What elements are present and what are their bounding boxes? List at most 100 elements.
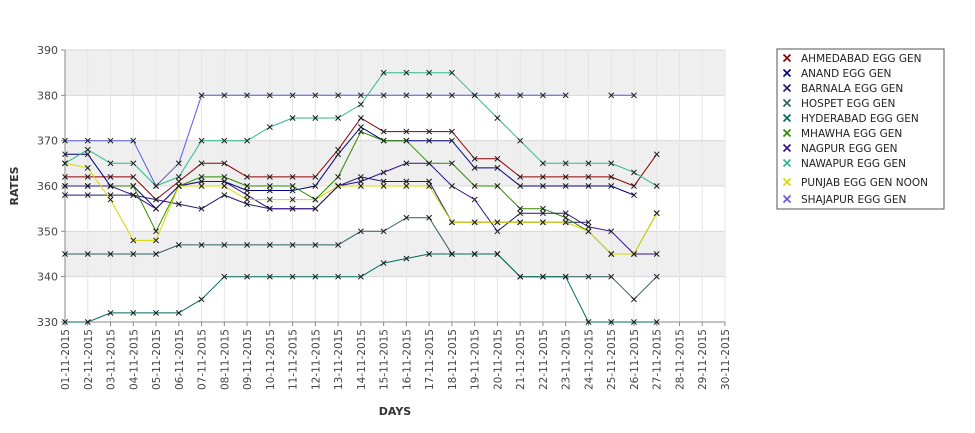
data-point (494, 228, 501, 235)
data-point (244, 173, 251, 180)
data-point (335, 115, 342, 121)
legend-label: NAGPUR EGG GEN (801, 143, 898, 155)
data-point (585, 160, 592, 167)
data-point (335, 183, 342, 189)
axes: 330 340 350 360 370 380 390 01-11-2015 02-11-201… (37, 44, 732, 390)
data-point (62, 160, 68, 167)
legend-label: ANAND EGG GEN (801, 68, 891, 80)
data-point (380, 169, 387, 176)
data-point (130, 251, 137, 257)
data-point (175, 183, 182, 189)
data-point (198, 137, 205, 144)
x-tick-label: 01-11-2015 (60, 329, 72, 390)
data-point (312, 115, 319, 121)
data-point (585, 219, 592, 226)
data-point (494, 115, 501, 121)
x-tick-label: 22-11-2015 (538, 329, 550, 390)
x-axis-label: DAYS (379, 405, 412, 418)
data-point (130, 192, 137, 199)
series-layer (62, 69, 660, 325)
data-point (244, 187, 251, 194)
data-point (289, 187, 296, 194)
data-point (608, 183, 615, 189)
data-point (289, 196, 296, 203)
x-tick-label: 27-11-2015 (652, 329, 664, 390)
data-point (312, 196, 319, 203)
data-point (448, 251, 455, 257)
data-point (631, 319, 637, 325)
data-point (312, 273, 319, 280)
data-point (198, 160, 205, 167)
data-point (175, 309, 182, 316)
data-point (266, 241, 273, 248)
data-point (130, 173, 137, 180)
data-point (244, 273, 251, 280)
data-point (403, 92, 410, 99)
data-point (539, 160, 546, 167)
y-tick-label: 350 (37, 225, 58, 238)
data-point (448, 183, 455, 189)
data-point (608, 160, 615, 167)
data-point (312, 241, 319, 248)
data-point (585, 228, 592, 235)
data-point (153, 251, 159, 257)
y-axis-label: RATES (8, 166, 21, 205)
data-point (153, 228, 159, 235)
data-point (335, 173, 342, 180)
data-point (107, 183, 114, 189)
data-point (631, 192, 637, 199)
y-tick-label: 330 (37, 316, 58, 329)
data-point (562, 214, 569, 221)
data-point (608, 319, 615, 325)
data-point (380, 92, 387, 99)
legend-marker (782, 68, 792, 78)
x-tick-label: 06-11-2015 (174, 329, 186, 390)
data-point (585, 319, 592, 325)
data-point (517, 137, 524, 144)
data-point (107, 160, 114, 167)
legend-label: BARNALA EGG GEN (801, 83, 903, 95)
x-tick-label: 28-11-2015 (674, 329, 686, 390)
data-point (608, 228, 615, 235)
data-point (62, 183, 68, 189)
data-point (585, 273, 592, 280)
data-point (244, 137, 251, 144)
data-point (653, 183, 660, 189)
data-point (221, 241, 228, 248)
data-point (62, 251, 68, 257)
legend-label: SHAJAPUR EGG GEN (801, 194, 906, 206)
data-point (426, 69, 433, 76)
data-point (608, 273, 615, 280)
data-point (539, 219, 546, 226)
data-point (653, 273, 660, 280)
data-point (153, 205, 159, 212)
data-point (221, 92, 228, 99)
data-point (471, 196, 478, 203)
data-point (403, 69, 410, 76)
data-point (107, 196, 114, 203)
data-point (130, 237, 137, 244)
data-point (562, 92, 569, 99)
data-point (448, 219, 455, 226)
data-point (380, 260, 387, 267)
data-point (403, 178, 410, 185)
x-tick-label: 18-11-2015 (447, 329, 459, 390)
x-tick-label: 11-11-2015 (288, 329, 300, 390)
x-tick-label: 14-11-2015 (356, 329, 368, 390)
data-point (471, 183, 478, 189)
data-point (631, 251, 637, 257)
data-point (426, 137, 433, 144)
legend-marker (782, 53, 792, 63)
data-point (562, 219, 569, 226)
data-point (266, 196, 273, 203)
x-tick-label: 02-11-2015 (83, 329, 95, 390)
legend-marker (782, 158, 792, 168)
data-point (562, 210, 569, 217)
x-tick-label: 16-11-2015 (401, 329, 413, 390)
data-point (289, 115, 296, 121)
data-point (653, 210, 660, 217)
legend-box (776, 48, 945, 210)
data-point (471, 219, 478, 226)
data-point (266, 173, 273, 180)
x-tick-label: 29-11-2015 (697, 329, 709, 390)
